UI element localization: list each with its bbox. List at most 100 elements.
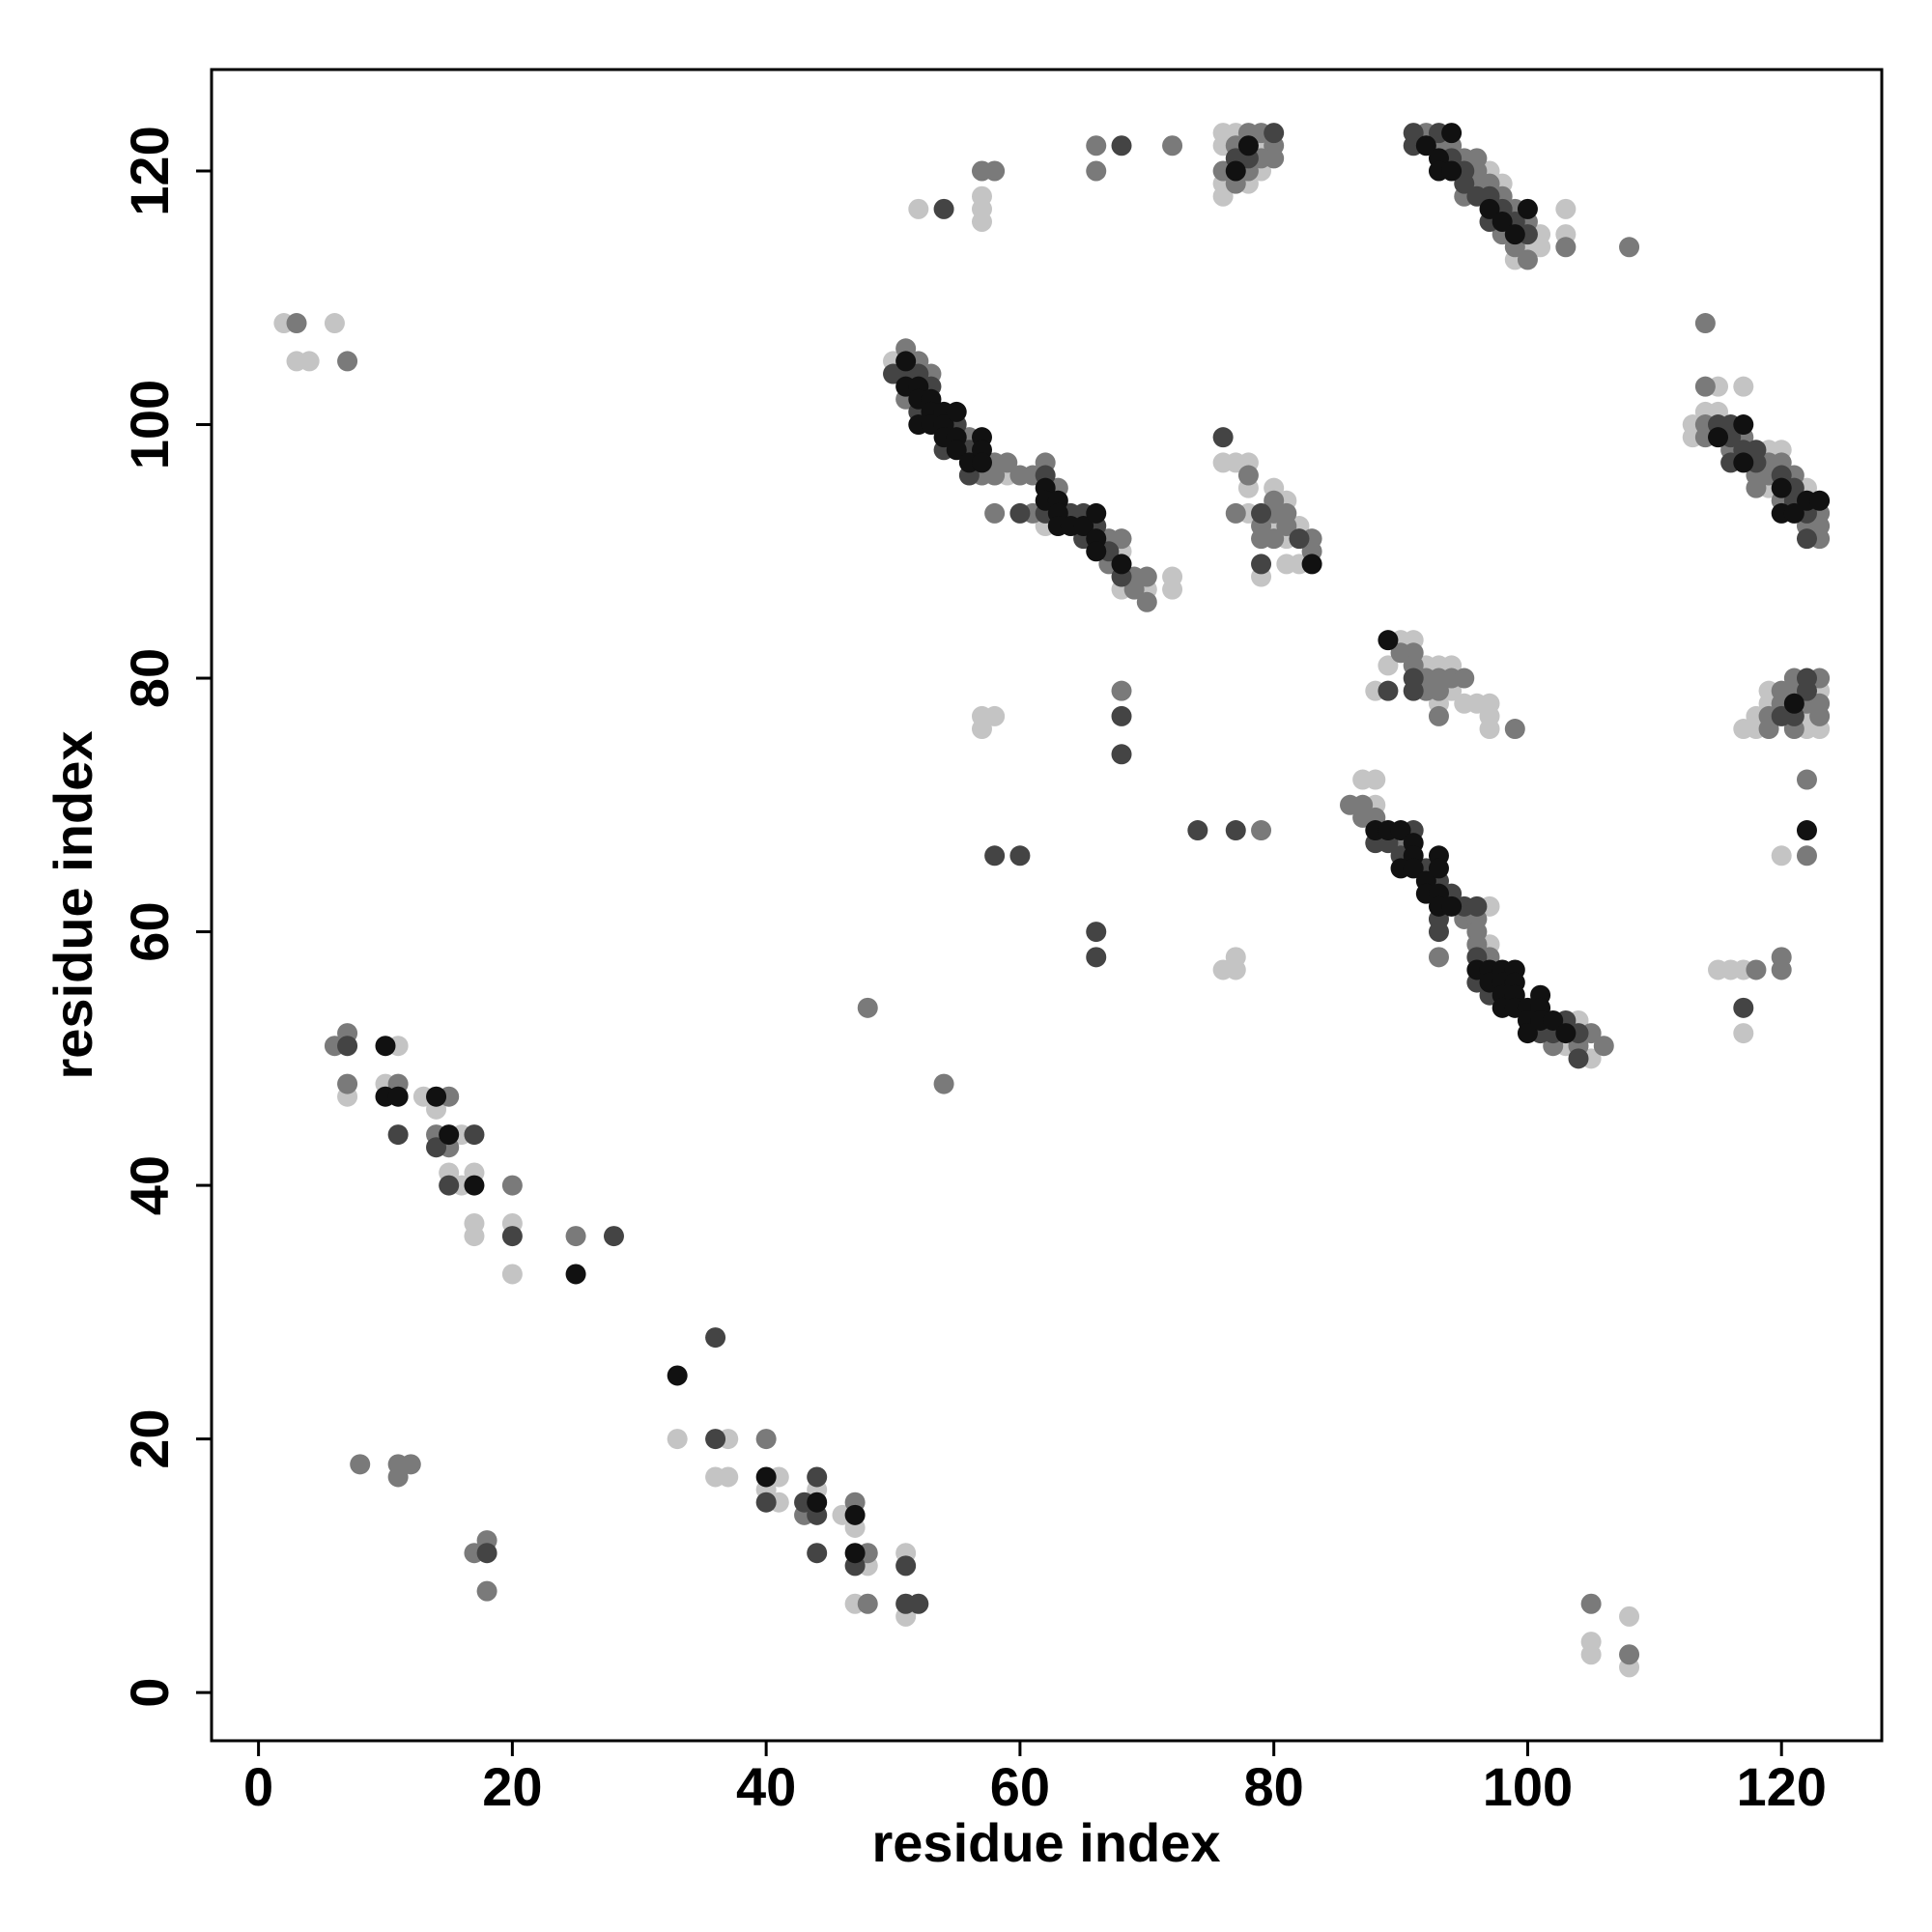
point [1555, 237, 1577, 258]
point [807, 1543, 828, 1564]
point [1086, 502, 1107, 524]
point [286, 313, 307, 334]
point [857, 997, 878, 1018]
point [1225, 502, 1246, 524]
x-tick-label: 80 [1244, 1756, 1304, 1817]
point [1365, 769, 1386, 790]
point [1086, 541, 1107, 562]
point [1733, 452, 1754, 473]
y-tick-label: 60 [119, 901, 180, 961]
point [400, 1454, 421, 1475]
point [667, 1429, 688, 1450]
point [844, 1543, 866, 1564]
point [1733, 376, 1754, 397]
point [984, 160, 1006, 182]
point [1162, 135, 1183, 156]
point [298, 351, 320, 372]
point [1428, 705, 1449, 726]
y-tick-label: 0 [119, 1678, 180, 1708]
point [908, 1593, 929, 1614]
point [1428, 858, 1449, 879]
point [375, 1036, 396, 1057]
point [1403, 858, 1424, 879]
point [1111, 135, 1132, 156]
point [1708, 427, 1729, 448]
point [337, 351, 358, 372]
point [857, 1593, 878, 1614]
point [350, 1454, 371, 1475]
point [971, 452, 992, 473]
x-tick-label: 0 [243, 1756, 273, 1817]
point [1694, 376, 1716, 397]
point [1264, 528, 1285, 550]
point [1251, 820, 1272, 841]
point [1733, 1023, 1754, 1044]
point [1771, 959, 1792, 980]
point [705, 1327, 726, 1349]
point [1264, 123, 1285, 144]
point [1378, 630, 1399, 651]
y-tick-label: 40 [119, 1155, 180, 1215]
point [603, 1226, 624, 1247]
point [933, 1073, 954, 1094]
point [844, 1504, 866, 1525]
point [971, 719, 992, 740]
point [1136, 566, 1157, 587]
point [1568, 1048, 1589, 1069]
point [1555, 198, 1577, 219]
point [1694, 313, 1716, 334]
point [1289, 528, 1310, 550]
x-tick-label: 20 [482, 1756, 542, 1817]
point [1746, 477, 1767, 498]
point [1428, 680, 1449, 701]
point [705, 1429, 726, 1450]
y-axis-label: residue index [43, 730, 103, 1079]
point [426, 1137, 447, 1158]
point [667, 1365, 688, 1386]
point [1783, 502, 1804, 524]
point [1479, 198, 1500, 219]
point [1111, 705, 1132, 726]
point [1162, 579, 1183, 600]
point [1580, 1644, 1602, 1665]
point [933, 198, 954, 219]
point [1111, 554, 1132, 575]
points [273, 123, 1831, 1678]
point [1796, 820, 1817, 841]
y-tick-label: 80 [119, 648, 180, 708]
point [1301, 554, 1322, 575]
point [1809, 705, 1831, 726]
point [439, 1124, 460, 1146]
point [565, 1226, 586, 1247]
point [565, 1264, 586, 1285]
x-tick-label: 60 [990, 1756, 1050, 1817]
y-tick-label: 120 [119, 126, 180, 215]
point [1264, 148, 1285, 169]
point [1454, 173, 1475, 194]
point [464, 1226, 485, 1247]
point [984, 845, 1006, 867]
point [895, 1555, 917, 1577]
point [1771, 845, 1792, 867]
point [1225, 959, 1246, 980]
point [1428, 947, 1449, 968]
point [1517, 1023, 1538, 1044]
point [1619, 1644, 1640, 1665]
point [1619, 1605, 1640, 1627]
point [439, 1175, 460, 1196]
point [1086, 947, 1107, 968]
point [464, 1124, 485, 1146]
plot-frame [210, 68, 1884, 1743]
point [946, 401, 967, 422]
point [1504, 224, 1525, 245]
point [1390, 820, 1411, 841]
point [476, 1543, 497, 1564]
point [1441, 160, 1463, 182]
point [1111, 744, 1132, 765]
point [946, 440, 967, 461]
point [1237, 465, 1259, 486]
point [1111, 680, 1132, 701]
